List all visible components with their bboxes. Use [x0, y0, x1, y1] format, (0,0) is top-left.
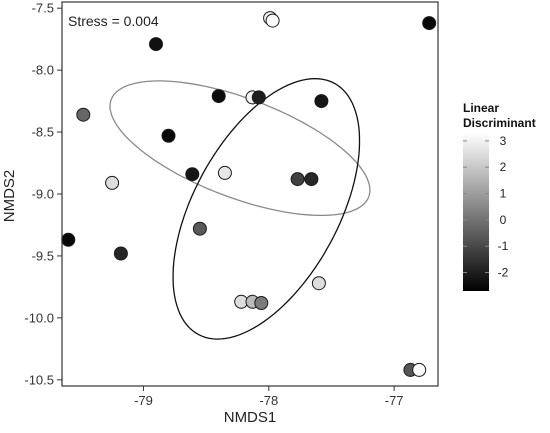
y-tick-label: -8.0 — [32, 63, 54, 78]
ellipse-layer — [109, 77, 371, 340]
y-tick-label: -9.0 — [32, 187, 54, 202]
data-point — [314, 94, 329, 109]
data-point — [185, 167, 200, 182]
y-tick-layer: -7.5 -8.0 -8.5 -9.0 -9.5 -10.0 -10.5 — [24, 1, 62, 387]
legend-title-line2: Discriminant — [463, 116, 536, 130]
legend-tick-label: 2 — [500, 160, 507, 174]
y-axis-title: NMDS2 — [1, 170, 18, 223]
legend-tick-label: 3 — [500, 134, 507, 148]
data-point — [412, 362, 427, 377]
y-tick-label: -9.5 — [32, 248, 54, 263]
legend-tick-label: 1 — [500, 187, 507, 201]
point-layer — [61, 11, 437, 377]
data-point — [161, 128, 176, 143]
legend-tick-label: -2 — [498, 266, 509, 280]
data-point — [211, 89, 226, 104]
data-point — [304, 172, 319, 187]
data-point — [149, 37, 163, 52]
legend-colorbar — [463, 133, 489, 291]
data-point — [192, 221, 207, 236]
confidence-ellipse-2 — [172, 77, 361, 340]
stress-annotation: Stress = 0.004 — [68, 13, 159, 29]
data-point — [254, 296, 269, 310]
legend-title-line1: Linear — [463, 101, 499, 115]
data-point — [311, 276, 326, 291]
legend: Linear Discriminant 3 2 1 0 -1 -2 — [463, 101, 536, 291]
y-tick-label: -10.0 — [24, 310, 54, 325]
x-tick-label: -77 — [385, 393, 404, 408]
data-point — [217, 165, 232, 180]
data-point — [265, 13, 280, 28]
x-tick-layer: -79 -78 -77 — [134, 386, 404, 408]
data-point — [290, 172, 305, 187]
plot-frame — [61, 1, 439, 387]
confidence-ellipse-1 — [109, 80, 371, 217]
x-tick-label: -79 — [134, 393, 153, 408]
data-point — [251, 90, 266, 105]
data-point — [422, 16, 437, 31]
data-point — [105, 175, 120, 190]
y-tick-label: -8.5 — [32, 125, 54, 140]
x-tick-label: -78 — [259, 393, 278, 408]
legend-tick-layer: 3 2 1 0 -1 -2 — [463, 134, 509, 280]
x-axis-title: NMDS1 — [224, 409, 277, 426]
y-tick-label: -7.5 — [32, 1, 54, 16]
data-point — [76, 107, 91, 122]
y-tick-label: -10.5 — [24, 372, 54, 387]
legend-tick-label: 0 — [500, 213, 507, 227]
data-point — [61, 232, 76, 247]
legend-tick-label: -1 — [498, 239, 509, 253]
data-point — [113, 246, 128, 261]
